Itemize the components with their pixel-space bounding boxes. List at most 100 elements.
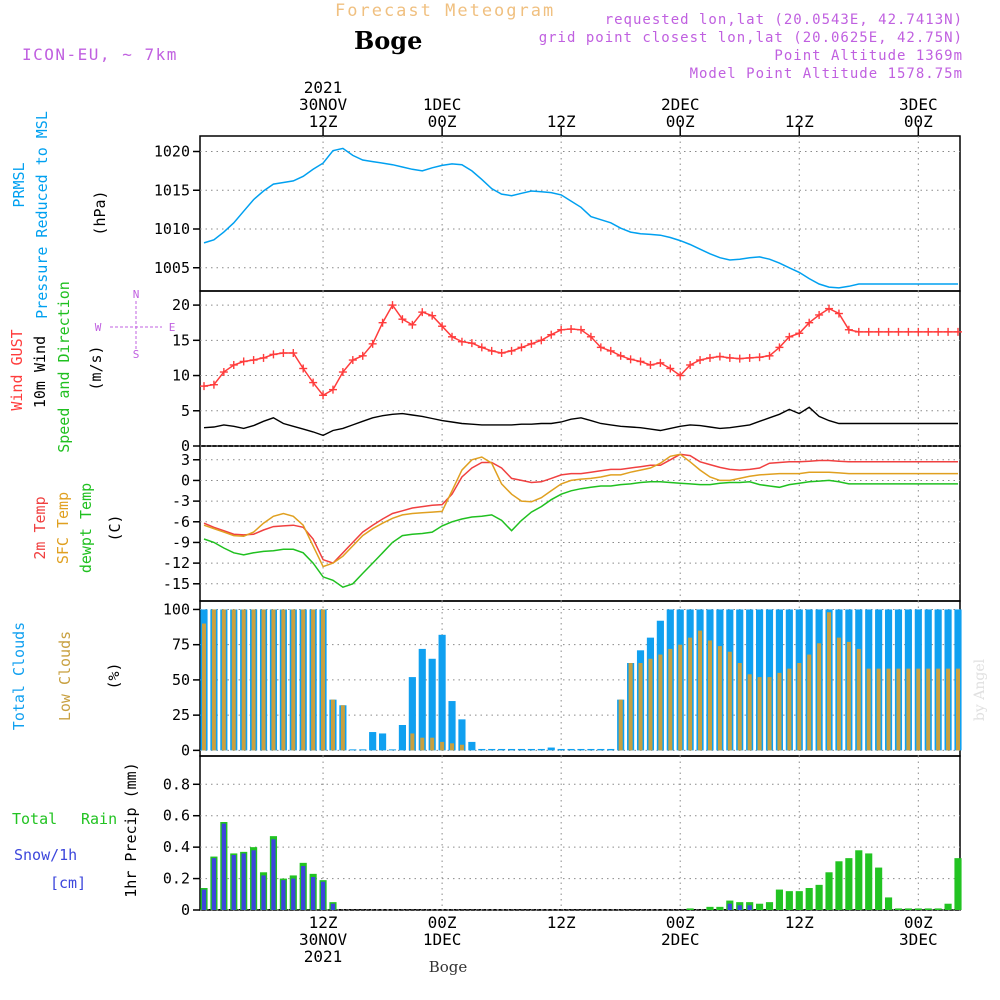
wind-panel-frame	[199, 290, 961, 447]
y-tick-label: 1020	[154, 143, 190, 161]
grid-point-coords: grid point closest lon,lat (20.0625E, 42…	[539, 30, 963, 46]
snow-bar	[221, 823, 226, 910]
y-tick-label: -6	[172, 513, 190, 531]
y-tick-label: 1005	[154, 259, 190, 277]
clouds-unit-label: (%)	[105, 662, 123, 689]
temp-label-2m: 2m Temp	[31, 496, 49, 559]
top-time-label: 12Z	[785, 112, 814, 131]
top-time-label: 12Z	[547, 112, 576, 131]
top-time-label: 00Z	[904, 112, 933, 131]
low-clouds-bar	[836, 637, 841, 751]
y-tick-label: 0	[181, 471, 190, 489]
bottom-time-label: 30NOV	[299, 930, 348, 949]
total-clouds-bar	[527, 748, 535, 751]
wind-label-10m: 10m Wind	[31, 336, 49, 408]
total-precip-bar	[686, 908, 694, 910]
low-clouds-bar	[787, 668, 792, 751]
y-tick-label: 0	[181, 437, 190, 455]
y-tick-label: 1010	[154, 220, 190, 238]
top-time-label: 3DEC	[899, 95, 938, 114]
low-clouds-bar	[688, 637, 693, 751]
snow-bar	[271, 839, 276, 910]
temp-2m-line	[203, 453, 958, 564]
snow-bar	[241, 853, 246, 910]
total-clouds-bar	[349, 749, 357, 751]
total-precip-bar	[904, 908, 912, 910]
y-tick-label: 25	[172, 706, 190, 724]
low-clouds-bar	[231, 609, 236, 751]
compass-e: E	[169, 321, 176, 334]
total-clouds-bar	[448, 701, 456, 751]
total-clouds-bar	[507, 748, 516, 751]
total-clouds-bar	[458, 719, 466, 751]
model-point-altitude: Model Point Altitude 1578.75m	[690, 66, 963, 82]
low-clouds-bar	[459, 744, 464, 751]
top-time-label: 30NOV	[299, 95, 348, 114]
low-clouds-bar	[628, 663, 633, 751]
low-clouds-bar	[817, 643, 822, 751]
temp-unit-label: (C)	[106, 514, 124, 541]
total-clouds-bar	[379, 733, 387, 751]
low-clouds-bar	[717, 646, 722, 751]
compass-n: N	[133, 288, 140, 301]
dewpt-line	[203, 479, 958, 589]
top-time-label: 2DEC	[661, 95, 700, 114]
low-clouds-bar	[668, 648, 673, 751]
top-time-label: 1DEC	[423, 95, 462, 114]
total-precip-bar	[875, 867, 883, 910]
low-clouds-bar	[916, 668, 921, 751]
location-name: Boge	[354, 26, 422, 55]
low-clouds-bar	[201, 623, 207, 751]
total-clouds-bar	[398, 725, 406, 751]
low-clouds-bar	[340, 705, 345, 751]
total-clouds-bar	[597, 748, 605, 751]
top-time-label: 12Z	[309, 112, 338, 131]
bottom-time-label: 1DEC	[423, 930, 462, 949]
snow-bar	[330, 903, 336, 910]
requested-coords: requested lon,lat (20.0543E, 42.7413N)	[605, 12, 963, 28]
wind-label-speed-dir: Speed and Direction	[55, 281, 73, 453]
total-precip-bar	[884, 897, 893, 910]
pressure-label-msl: Pressure Reduced to MSL	[33, 111, 51, 319]
low-clouds-bar	[420, 737, 425, 751]
y-tick-label: -3	[172, 492, 190, 510]
low-clouds-bar	[936, 668, 941, 751]
low-clouds-bar	[866, 668, 871, 751]
total-clouds-bar	[498, 748, 506, 751]
bottom-time-label: 3DEC	[899, 930, 938, 949]
total-precip-bar	[855, 850, 863, 910]
low-clouds-bar	[747, 674, 752, 751]
total-clouds-bar	[547, 747, 555, 751]
low-clouds-bar	[450, 743, 455, 751]
y-tick-label: 0	[181, 901, 190, 919]
total-precip-bar	[914, 908, 922, 910]
total-precip-bar	[954, 858, 962, 910]
low-clouds-bar	[955, 668, 961, 751]
total-precip-bar	[756, 903, 764, 910]
bottom-time-label: 00Z	[428, 913, 457, 932]
total-precip-bar	[785, 891, 793, 910]
total-clouds-bar	[577, 748, 585, 751]
snow-bar	[231, 855, 236, 910]
y-tick-label: -15	[163, 575, 190, 593]
low-clouds-bar	[281, 609, 286, 751]
low-clouds-bar	[807, 654, 812, 751]
total-precip-bar	[894, 908, 903, 910]
total-clouds-bar	[607, 748, 615, 751]
total-precip-bar	[835, 861, 843, 910]
low-clouds-bar	[311, 609, 316, 751]
y-tick-label: -9	[172, 533, 190, 551]
precip-label-snow: Snow/1h	[14, 846, 77, 864]
wind-unit-label: (m/s)	[87, 345, 105, 390]
low-clouds-bar	[906, 668, 911, 751]
bottom-time-label: 12Z	[785, 913, 814, 932]
pressure-unit-label: (hPa)	[91, 190, 109, 235]
top-time-label: 00Z	[666, 112, 695, 131]
total-precip-bar	[716, 906, 724, 910]
pressure-label-prmsl: PRMSL	[10, 162, 28, 207]
total-precip-bar	[775, 889, 783, 910]
plot-marks	[200, 147, 962, 910]
low-clouds-bar	[856, 648, 861, 751]
y-tick-label: 5	[181, 402, 190, 420]
